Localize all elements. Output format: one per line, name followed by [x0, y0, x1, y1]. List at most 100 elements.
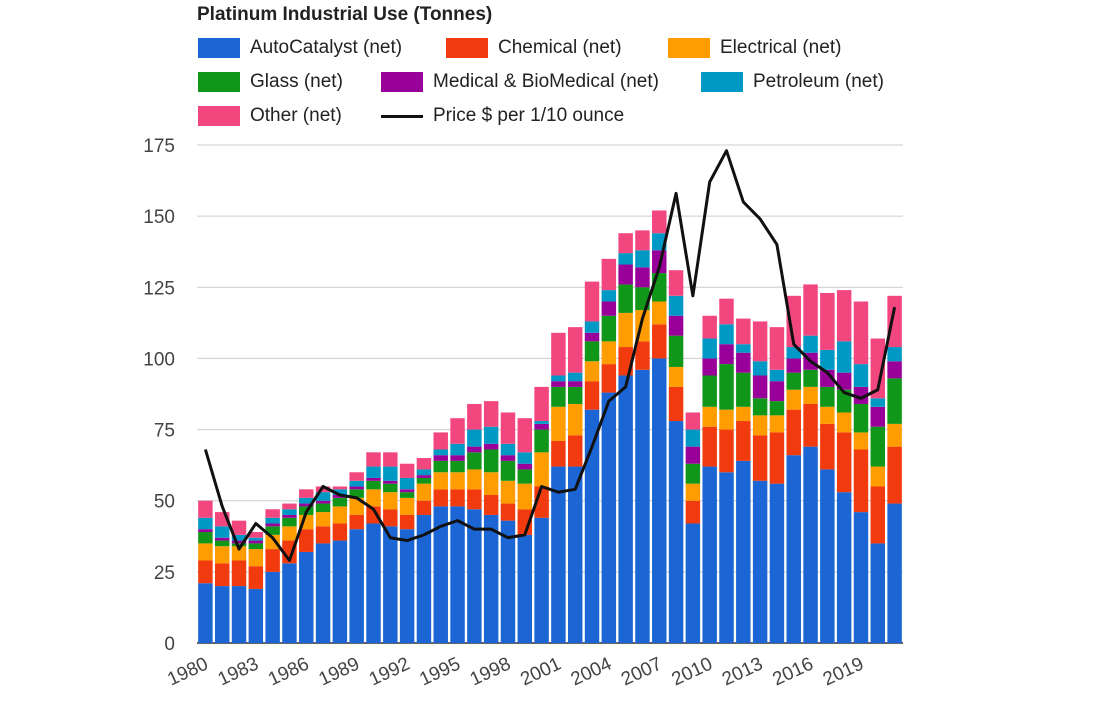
bar-chemical-1987	[315, 526, 331, 544]
y-tick-label-125: 125	[143, 278, 175, 299]
legend-label-autocatalyst: AutoCatalyst (net)	[250, 37, 403, 58]
bar-petroleum-1986	[299, 497, 314, 504]
bar-petroleum-2010	[702, 338, 717, 359]
bar-electrical-2020	[870, 466, 886, 487]
legend-item-medical[interactable]: Medical & BioMedical (net)	[381, 71, 659, 93]
bar-electrical-1993	[416, 483, 432, 501]
bar-petroleum-2017	[820, 349, 835, 370]
bar-medical-2010	[702, 358, 717, 376]
legend-item-glass[interactable]: Glass (net)	[198, 71, 343, 93]
legend-item-petroleum[interactable]: Petroleum (net)	[701, 71, 884, 93]
bar-other-1998	[500, 412, 516, 444]
bar-electrical-1997	[483, 472, 499, 496]
x-tick-label-2010: 2010	[669, 653, 716, 690]
price-line	[203, 149, 897, 562]
bar-autocatalyst-1981	[214, 586, 230, 643]
bar-autocatalyst-1992	[399, 529, 415, 643]
bar-electrical-2002	[567, 403, 583, 436]
bar-petroleum-1993	[416, 469, 432, 476]
bar-chemical-2001	[551, 440, 566, 467]
bar-autocatalyst-2013	[752, 480, 768, 643]
bar-chemical-1997	[483, 495, 499, 515]
legend-item-other[interactable]: Other (net)	[198, 105, 342, 127]
bar-autocatalyst-1997	[483, 514, 499, 643]
bar-petroleum-2012	[736, 344, 751, 353]
legend-item-chemical[interactable]: Chemical (net)	[446, 37, 622, 59]
bar-autocatalyst-1990	[366, 523, 381, 643]
bar-chemical-2004	[601, 364, 617, 393]
bar-glass-1995	[450, 460, 465, 473]
bar-other-1990	[366, 452, 381, 467]
bar-electrical-2014	[769, 415, 785, 433]
bar-other-1999	[517, 418, 533, 453]
y-tick-label-25: 25	[154, 563, 175, 584]
bar-electrical-1998	[500, 480, 516, 504]
bar-other-2005	[618, 233, 633, 254]
bar-medical-2006	[635, 267, 650, 288]
bar-glass-1982	[231, 543, 247, 547]
bar-glass-1993	[416, 477, 432, 484]
y-tick-label-50: 50	[154, 492, 175, 513]
bar-electrical-2008	[668, 366, 684, 387]
x-tick-label-2016: 2016	[769, 653, 816, 690]
x-tick-label-1983: 1983	[215, 653, 262, 690]
bar-chemical-1996	[467, 489, 482, 510]
bar-glass-1987	[315, 503, 331, 513]
bar-electrical-1987	[315, 512, 331, 527]
legend-label-glass: Glass (net)	[250, 71, 343, 92]
bar-petroleum-2009	[685, 429, 701, 447]
bar-glass-2008	[668, 335, 684, 367]
bar-electrical-2009	[685, 483, 701, 501]
bar-medical-1997	[483, 443, 499, 450]
bar-petroleum-2020	[870, 398, 886, 407]
x-tick-label-2004: 2004	[568, 653, 616, 690]
bar-electrical-2015	[786, 389, 801, 410]
legend-label-petroleum: Petroleum (net)	[753, 71, 884, 92]
y-tick-label-150: 150	[143, 207, 175, 228]
bar-other-2019	[853, 301, 869, 365]
bar-autocatalyst-2006	[635, 369, 650, 643]
bar-chemical-1989	[349, 514, 364, 530]
bar-autocatalyst-2021	[887, 503, 902, 643]
bar-glass-2002	[567, 386, 583, 404]
bar-petroleum-1985	[282, 509, 297, 515]
bar-glass-2021	[887, 378, 902, 424]
bar-electrical-2017	[820, 406, 835, 424]
legend-swatch-chemical	[446, 38, 488, 58]
bar-other-2008	[668, 270, 684, 296]
bar-autocatalyst-1980	[198, 583, 213, 643]
bar-chemical-2021	[887, 446, 902, 504]
bar-medical-2003	[584, 332, 600, 342]
bar-other-2017	[820, 292, 835, 350]
bar-autocatalyst-1988	[332, 540, 348, 643]
bar-autocatalyst-2011	[719, 472, 734, 643]
bar-other-1992	[399, 463, 415, 478]
legend-item-price[interactable]: Price $ per 1/10 ounce	[381, 105, 624, 127]
bar-autocatalyst-1994	[433, 506, 448, 643]
bar-petroleum-1984	[265, 517, 280, 524]
bar-chemical-2014	[769, 432, 785, 484]
bar-petroleum-2021	[887, 347, 902, 362]
bar-medical-1984	[265, 523, 280, 527]
bar-chemical-1998	[500, 503, 516, 521]
bar-petroleum-2000	[534, 421, 549, 424]
bar-petroleum-1994	[433, 449, 448, 456]
legend-item-autocatalyst[interactable]: AutoCatalyst (net)	[198, 37, 402, 59]
bar-other-1995	[450, 418, 465, 444]
bar-autocatalyst-2000	[534, 517, 549, 643]
bar-medical-1990	[366, 477, 381, 481]
bar-chemical-2007	[652, 324, 667, 359]
bar-chemical-1986	[299, 529, 314, 552]
legend-item-electrical[interactable]: Electrical (net)	[668, 37, 841, 59]
bar-other-2007	[652, 210, 667, 234]
bar-autocatalyst-2019	[853, 512, 869, 643]
bar-electrical-2019	[853, 432, 869, 450]
bar-glass-1999	[517, 469, 533, 484]
bar-electrical-2010	[702, 406, 717, 427]
bar-chemical-1982	[231, 560, 247, 587]
bar-electrical-2016	[803, 386, 818, 404]
bar-petroleum-1990	[366, 466, 381, 478]
bar-other-2011	[719, 298, 734, 325]
bar-other-2003	[584, 281, 600, 322]
